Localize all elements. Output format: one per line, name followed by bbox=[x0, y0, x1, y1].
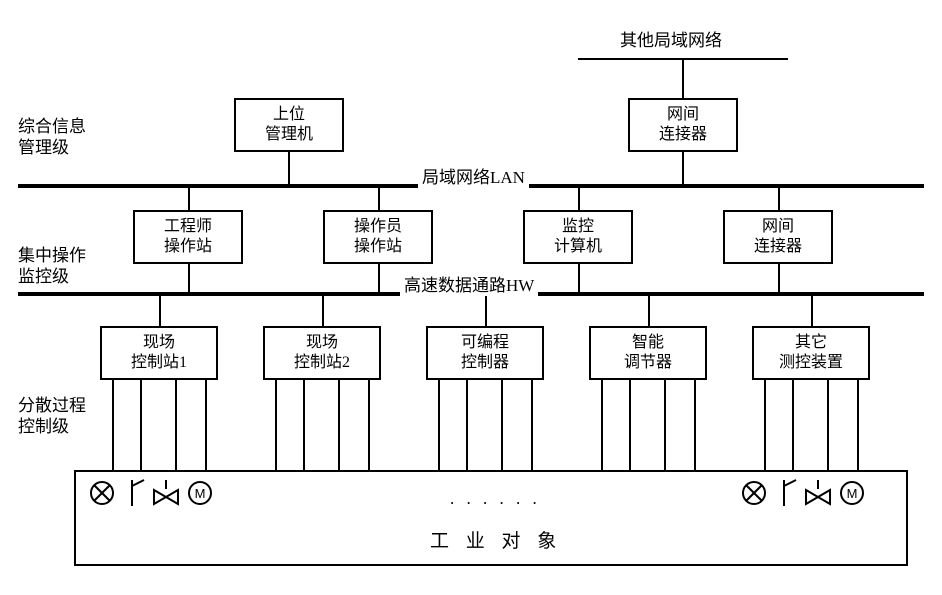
bus-lan-label: 局域网络LAN bbox=[418, 163, 529, 188]
drop-lan-gw2 bbox=[778, 188, 780, 210]
label-other-lan: 其他局域网络 bbox=[620, 30, 722, 51]
box-plc-label: 可编程 控制器 bbox=[461, 333, 509, 373]
io-line bbox=[501, 380, 503, 470]
io-line bbox=[466, 380, 468, 470]
box-smart-label: 智能 调节器 bbox=[624, 333, 672, 373]
io-line bbox=[857, 380, 859, 470]
box-smart: 智能 调节器 bbox=[589, 326, 707, 380]
drop-eng-hw bbox=[188, 264, 190, 292]
io-line bbox=[438, 380, 440, 470]
box-op-station: 操作员 操作站 bbox=[323, 210, 433, 264]
drop-lan-mon bbox=[578, 188, 580, 210]
box-eng-station-label: 工程师 操作站 bbox=[164, 217, 212, 257]
io-line bbox=[694, 380, 696, 470]
box-monitor-pc: 监控 计算机 bbox=[523, 210, 633, 264]
io-line bbox=[629, 380, 631, 470]
lamp-icon bbox=[743, 482, 765, 504]
io-line bbox=[140, 380, 142, 470]
box-plc: 可编程 控制器 bbox=[426, 326, 544, 380]
level-label-2: 集中操作 监控级 bbox=[18, 245, 86, 288]
io-line bbox=[792, 380, 794, 470]
valve-icon bbox=[806, 480, 830, 504]
motor-letter: M bbox=[847, 486, 858, 501]
box-mgmt-host-label: 上位 管理机 bbox=[265, 105, 313, 145]
io-line bbox=[205, 380, 207, 470]
box-fcs1-label: 现场 控制站1 bbox=[131, 333, 187, 373]
switch-icon bbox=[784, 480, 796, 506]
drop-hw-other bbox=[811, 296, 813, 326]
io-line bbox=[175, 380, 177, 470]
instrument-group-right: M bbox=[740, 476, 870, 510]
instrument-group-left: M bbox=[88, 476, 218, 510]
plant-label: 工 业 对 象 bbox=[430, 530, 562, 554]
motor-icon: M bbox=[841, 482, 863, 504]
drop-hw-fcs2 bbox=[322, 296, 324, 326]
box-gateway-1-label: 网间 连接器 bbox=[659, 105, 707, 145]
io-line bbox=[531, 380, 533, 470]
io-line bbox=[112, 380, 114, 470]
drop-gw1-lan bbox=[682, 152, 684, 184]
box-mgmt-host: 上位 管理机 bbox=[234, 98, 344, 152]
io-line bbox=[303, 380, 305, 470]
top-lan-drop bbox=[682, 58, 684, 98]
lamp-icon bbox=[91, 482, 113, 504]
drop-hw-fcs1 bbox=[159, 296, 161, 326]
io-line bbox=[368, 380, 370, 470]
box-op-station-label: 操作员 操作站 bbox=[354, 217, 402, 257]
drop-hw-plc bbox=[485, 296, 487, 326]
plant-ellipsis: . . . . . . bbox=[450, 488, 541, 509]
io-line bbox=[601, 380, 603, 470]
drop-mon-hw bbox=[578, 264, 580, 292]
switch-icon bbox=[132, 480, 144, 506]
box-eng-station: 工程师 操作站 bbox=[133, 210, 243, 264]
drop-mgmt-lan bbox=[288, 152, 290, 184]
box-fcs2-label: 现场 控制站2 bbox=[294, 333, 350, 373]
drop-op-hw bbox=[378, 264, 380, 292]
drop-lan-eng bbox=[188, 188, 190, 210]
io-line bbox=[275, 380, 277, 470]
box-fcs2: 现场 控制站2 bbox=[263, 326, 381, 380]
box-fcs1: 现场 控制站1 bbox=[100, 326, 218, 380]
level-label-1: 综合信息 管理级 bbox=[18, 116, 86, 159]
bus-hw-label: 高速数据通路HW bbox=[400, 271, 538, 296]
box-gateway-2: 网间 连接器 bbox=[723, 210, 833, 264]
box-gateway-2-label: 网间 连接器 bbox=[754, 217, 802, 257]
io-line bbox=[664, 380, 666, 470]
drop-hw-smart bbox=[648, 296, 650, 326]
box-other-label: 其它 测控装置 bbox=[779, 333, 843, 373]
io-line bbox=[827, 380, 829, 470]
diagram-stage: 其他局域网络 上位 管理机 网间 连接器 综合信息 管理级 局域网络LAN 工程… bbox=[0, 0, 942, 595]
io-line bbox=[338, 380, 340, 470]
valve-icon bbox=[154, 480, 178, 504]
io-line bbox=[764, 380, 766, 470]
drop-lan-op bbox=[378, 188, 380, 210]
box-other: 其它 测控装置 bbox=[752, 326, 870, 380]
motor-letter: M bbox=[195, 486, 206, 501]
box-monitor-pc-label: 监控 计算机 bbox=[554, 217, 602, 257]
level-label-3: 分散过程 控制级 bbox=[18, 395, 86, 438]
motor-icon: M bbox=[189, 482, 211, 504]
drop-gw2-hw bbox=[778, 264, 780, 292]
box-gateway-1: 网间 连接器 bbox=[628, 98, 738, 152]
